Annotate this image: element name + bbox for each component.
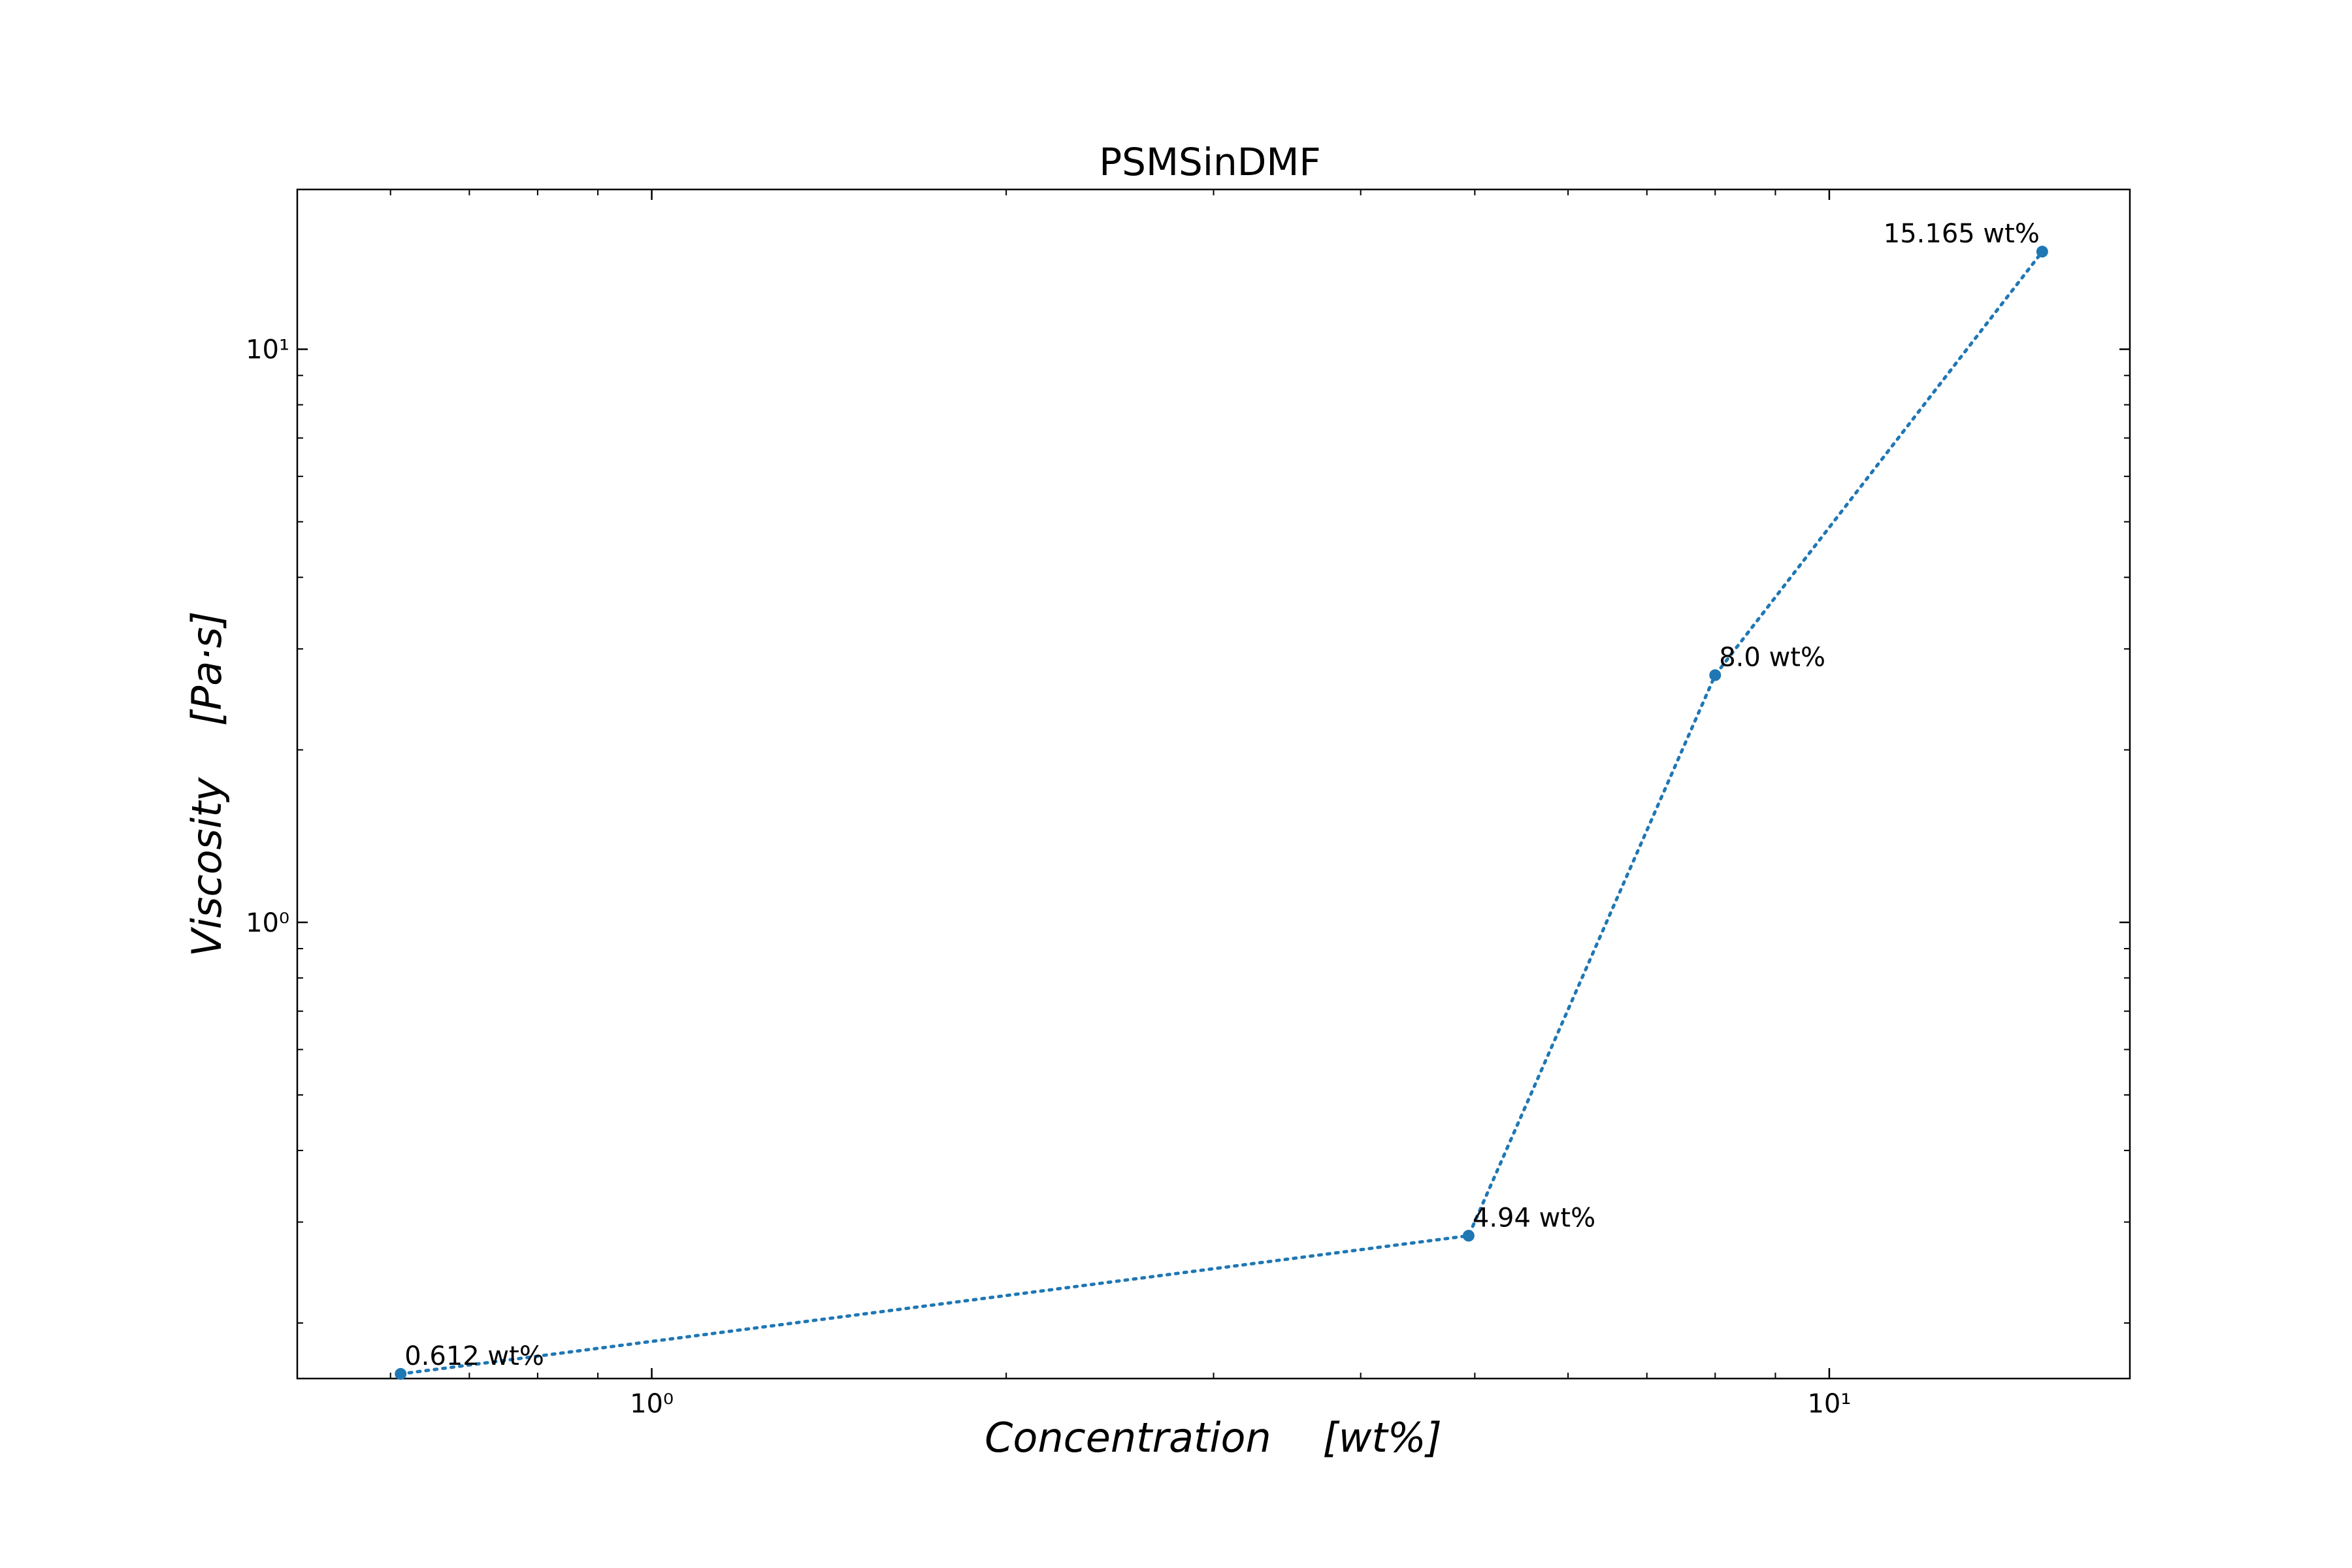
data-point <box>1462 1230 1475 1242</box>
x-axis-label: Concentration [wt%] <box>985 1414 1442 1462</box>
data-point <box>395 1367 407 1380</box>
minor-ticks <box>297 189 2130 1379</box>
data-label: 4.94 wt% <box>1473 1203 1595 1233</box>
major-ticks <box>297 189 2130 1379</box>
data-point <box>1709 669 1722 681</box>
x-tick-labels: 10⁰ 10¹ <box>630 1389 1851 1419</box>
x-tick-label: 10¹ <box>1807 1389 1851 1419</box>
data-label: 8.0 wt% <box>1719 642 1825 672</box>
y-tick-label: 10⁰ <box>246 908 289 938</box>
y-axis-label: Viscosity [Pa·s] <box>183 611 231 956</box>
chart-title: PSMSinDMF <box>1099 140 1321 184</box>
data-point <box>2036 246 2048 258</box>
data-points <box>395 246 2048 1380</box>
x-tick-label: 10⁰ <box>630 1389 674 1419</box>
plot-area <box>296 188 2131 1380</box>
data-label: 15.165 wt% <box>1884 219 2040 249</box>
data-labels: 0.612 wt% 4.94 wt% 8.0 wt% 15.165 wt% <box>404 219 2040 1371</box>
y-tick-label: 10¹ <box>246 335 289 365</box>
series-line <box>399 250 2044 1376</box>
data-label: 0.612 wt% <box>404 1341 544 1371</box>
y-tick-labels: 10⁰ 10¹ <box>246 335 289 938</box>
